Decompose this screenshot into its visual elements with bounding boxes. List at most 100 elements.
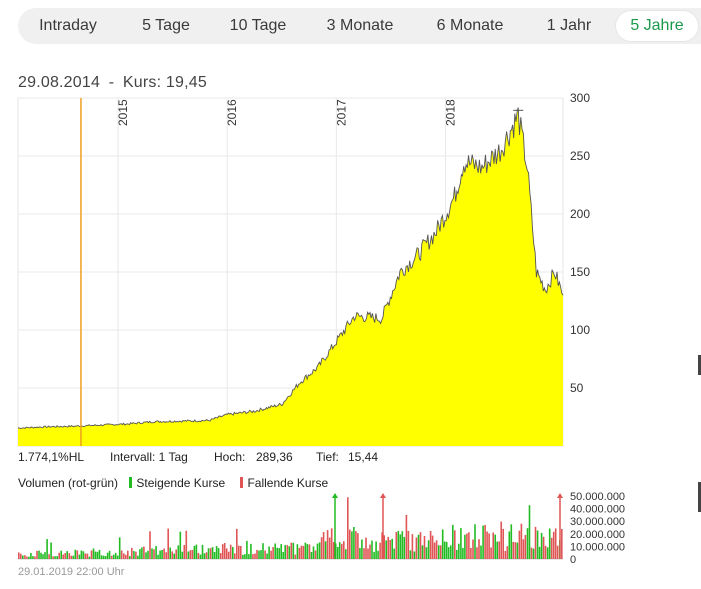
volume-bar xyxy=(189,550,192,559)
volume-bar xyxy=(260,550,262,559)
volume-bar xyxy=(219,553,222,559)
interval-label: Intervall: 1 Tag xyxy=(110,450,188,464)
volume-bar xyxy=(318,542,321,559)
volume-bar xyxy=(324,541,327,559)
tab-6-monate[interactable]: 6 Monate xyxy=(436,17,504,34)
volume-bar xyxy=(450,545,452,559)
volume-bar xyxy=(169,547,171,559)
volume-bar xyxy=(143,546,145,559)
volume-bar xyxy=(48,554,50,559)
change-percent: 1.774,1%HL xyxy=(18,450,85,464)
volume-bar xyxy=(66,551,68,559)
high-value: 289,36 xyxy=(256,450,293,464)
volume-bar xyxy=(30,553,32,559)
price-chart[interactable]: 50 100 150 200 250 300 2015 2016 2017 2018 xyxy=(0,0,701,450)
volume-bar xyxy=(211,547,214,559)
volume-bar xyxy=(240,546,242,559)
volume-bar xyxy=(488,533,490,559)
volume-bar xyxy=(504,551,507,559)
volume-bar xyxy=(46,539,48,559)
volume-bar xyxy=(482,525,484,559)
volume-bar xyxy=(375,541,377,559)
volume-bar xyxy=(369,544,371,559)
tab-5-tage[interactable]: 5 Tage xyxy=(142,17,190,34)
volume-bar xyxy=(391,538,393,559)
volume-bar xyxy=(102,555,105,559)
volume-bar xyxy=(546,547,549,559)
volume-bar xyxy=(153,549,155,559)
volume-bar xyxy=(282,552,284,559)
overflow-arrow-icon xyxy=(557,493,563,498)
volume-bar xyxy=(199,554,202,559)
volume-bar xyxy=(213,552,216,559)
falling-legend-marker xyxy=(240,477,244,488)
volume-bar xyxy=(415,537,418,559)
volume-bar xyxy=(173,553,175,559)
scroll-edge-marker xyxy=(698,355,701,375)
volume-bar xyxy=(32,556,34,559)
volume-bar xyxy=(244,554,246,559)
volume-bar xyxy=(554,528,557,559)
volume-bar xyxy=(195,544,198,559)
year-label: 2018 xyxy=(443,99,457,126)
volume-bar xyxy=(419,532,422,559)
tab-5-jahre[interactable]: 5 Jahre xyxy=(616,11,698,41)
volume-bar xyxy=(207,548,210,559)
volume-bar xyxy=(294,554,297,559)
volume-bar xyxy=(480,545,482,559)
tab-1-jahr[interactable]: 1 Jahr xyxy=(546,17,592,34)
volume-bar xyxy=(486,531,488,559)
volume-bar xyxy=(272,547,274,559)
volume-bar xyxy=(427,540,430,559)
volume-bar xyxy=(171,551,173,559)
volume-bar xyxy=(343,541,345,559)
rising-legend-label: Steigende Kurse xyxy=(136,476,226,490)
volume-bar xyxy=(252,554,254,559)
volume-bar xyxy=(476,547,478,559)
volume-bar xyxy=(187,551,190,559)
volume-bar xyxy=(395,532,398,559)
volume-bar xyxy=(326,530,329,559)
volume-bar xyxy=(332,542,335,559)
volume-bar xyxy=(106,552,109,559)
volume-bar xyxy=(359,548,361,559)
low-label: Tief: xyxy=(316,450,339,464)
volume-bar xyxy=(167,528,169,559)
volume-bar xyxy=(379,542,381,559)
volume-bar xyxy=(288,546,291,559)
volume-bar xyxy=(409,550,412,559)
volume-bar xyxy=(274,543,276,559)
volume-bar xyxy=(296,544,299,559)
volume-bar xyxy=(510,524,513,559)
volume-bar xyxy=(76,550,79,559)
volume-bar xyxy=(536,530,539,559)
volume-bar xyxy=(183,545,186,559)
volume-bar xyxy=(104,556,107,559)
volume-bar xyxy=(24,555,26,559)
cursor-info: 29.08.2014 - Kurs: 19,45 xyxy=(18,74,207,92)
tab-10-tage[interactable]: 10 Tage xyxy=(229,17,287,34)
volume-bar xyxy=(268,546,270,559)
volume-bar xyxy=(365,537,367,559)
volume-bar xyxy=(149,531,151,559)
volume-bar xyxy=(118,537,121,559)
tab-3-monate[interactable]: 3 Monate xyxy=(326,17,394,34)
tab-intraday[interactable]: Intraday xyxy=(39,17,97,34)
volume-bar xyxy=(151,548,153,559)
volume-bar xyxy=(54,556,56,559)
volume-bar xyxy=(355,531,357,559)
volume-bar xyxy=(74,549,77,559)
volume-bar xyxy=(502,528,504,559)
volume-bar xyxy=(548,528,551,559)
cursor-date: 29.08.2014 xyxy=(18,74,101,91)
volume-legend: Volumen (rot-grün) Steigende Kurse Falle… xyxy=(18,476,328,490)
volume-bar xyxy=(84,553,87,559)
volume-bar xyxy=(18,552,20,559)
volume-bar xyxy=(254,553,256,559)
volume-bar xyxy=(78,554,81,559)
volume-bar xyxy=(462,548,464,559)
volume-bar xyxy=(28,556,30,559)
volume-bar xyxy=(345,549,347,559)
volume-bar xyxy=(490,547,492,559)
